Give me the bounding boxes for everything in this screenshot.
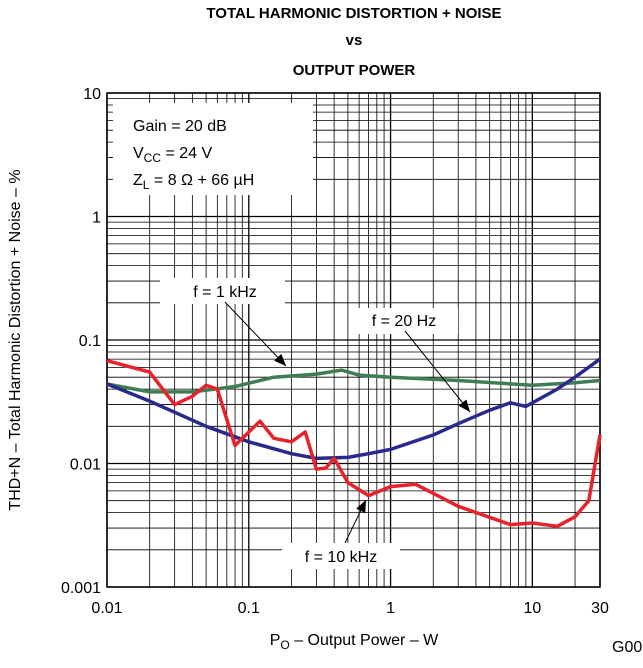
callout-box	[282, 543, 400, 569]
condition-text: Gain = 20 dB	[133, 118, 227, 135]
y-tick-label: 0.001	[61, 580, 101, 597]
x-label-main: P	[270, 632, 281, 649]
y-tick-label: 0.01	[70, 457, 101, 474]
title-line: TOTAL HARMONIC DISTORTION + NOISE	[206, 5, 501, 22]
series-label: f = 20 Hz	[372, 313, 436, 330]
x-tick-label: 0.01	[91, 600, 122, 617]
title-line: OUTPUT POWER	[293, 62, 416, 79]
y-tick-label: 1	[92, 210, 101, 227]
callout-box	[350, 308, 458, 334]
x-tick-label: 1	[386, 600, 395, 617]
condition-main: V	[133, 145, 144, 162]
condition-sub: CC	[144, 151, 162, 165]
y-tick-label: 0.1	[79, 333, 101, 350]
series-line	[106, 357, 602, 461]
x-tick-label: 0.1	[238, 600, 260, 617]
x-label-sub: O	[280, 638, 289, 652]
series-label: f = 10 kHz	[305, 549, 377, 566]
plot-frame	[106, 92, 601, 588]
y-axis-label: THD+N – Total Harmonic Distortion + Nois…	[7, 169, 24, 510]
callout-box	[160, 278, 285, 304]
condition-main: Z	[133, 172, 143, 189]
arrow-head	[356, 500, 366, 513]
condition-rest: = 24 V	[161, 145, 212, 162]
y-tick-label: 10	[83, 86, 101, 103]
x-axis-label: PO – Output Power – W	[270, 632, 439, 652]
condition-rest: = 8 Ω + 66 µH	[149, 172, 254, 189]
title-line: vs	[346, 32, 363, 49]
condition-text: ZL = 8 Ω + 66 µH	[133, 172, 254, 192]
condition-sub: L	[143, 178, 150, 192]
callout-arrow	[224, 301, 287, 367]
x-tick-label: 10	[523, 600, 541, 617]
series-line	[106, 359, 602, 529]
figure-id: G005	[612, 639, 643, 656]
condition-text: VCC = 24 V	[133, 145, 212, 165]
arrow-head	[458, 399, 470, 412]
callout-arrow	[404, 330, 471, 413]
arrow-head	[274, 353, 286, 366]
x-label-rest: – Output Power – W	[290, 632, 439, 649]
series-line	[106, 368, 601, 394]
conditions-box	[113, 103, 313, 195]
condition-main: Gain = 20 dB	[133, 118, 227, 135]
series-label: f = 1 kHz	[193, 284, 257, 301]
x-tick-label: 30	[591, 600, 609, 617]
